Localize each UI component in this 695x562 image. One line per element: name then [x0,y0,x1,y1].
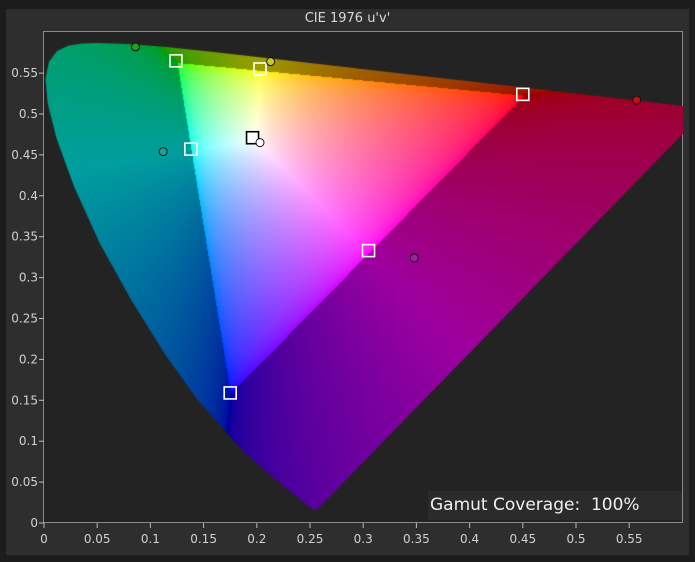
target-green-marker [169,54,183,68]
x-tick-label: 0 [40,532,48,546]
measured-cyan-point [158,147,168,157]
measured-red-point [632,95,642,105]
y-tick-label: 0.05 [11,475,38,489]
target-cyan-marker [184,142,198,156]
x-tick-label: 0.2 [247,532,266,546]
x-tick-label: 0.5 [566,532,585,546]
x-tick-label: 0.1 [141,532,160,546]
x-tick-label: 0.25 [297,532,324,546]
gamut-coverage-label: Gamut Coverage: [430,495,581,515]
y-tick-label: 0.25 [11,312,38,326]
y-tick-label: 0.15 [11,393,38,407]
y-tick-label: 0 [30,516,38,530]
gamut-coverage-readout: Gamut Coverage: 100% [428,491,682,520]
measured-green-point [131,42,141,52]
y-tick-label: 0.55 [11,66,38,80]
y-tick-label: 0.1 [19,434,38,448]
gamut-coverage-value: 100% [590,495,640,515]
y-tick-label: 0.45 [11,148,38,162]
x-tick-label: 0.45 [509,532,536,546]
x-tick-label: 0.15 [190,532,217,546]
spectral-locus-fill [43,31,683,523]
measured-yellow-point [266,57,276,67]
x-tick-label: 0.05 [84,532,111,546]
target-blue-marker [223,386,237,400]
target-red-marker [515,87,530,102]
y-tick-label: 0.3 [19,271,38,285]
x-tick-label: 0.55 [616,532,643,546]
y-tick-label: 0.5 [19,107,38,121]
measured-magenta-point [409,253,419,263]
target-white-marker [245,130,260,145]
chart-title: CIE 1976 u'v' [304,11,391,26]
x-tick-label: 0.3 [354,532,373,546]
measured-white-point [255,138,265,148]
y-tick-label: 0.35 [11,230,38,244]
target-magenta-marker [361,243,376,258]
y-tick-label: 0.4 [19,189,38,203]
x-tick-label: 0.4 [460,532,479,546]
y-tick-label: 0.2 [19,352,38,366]
target-yellow-marker [253,62,267,76]
x-tick-label: 0.35 [403,532,430,546]
